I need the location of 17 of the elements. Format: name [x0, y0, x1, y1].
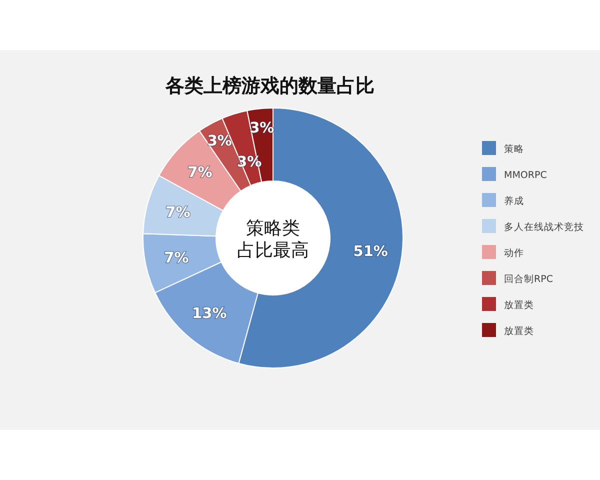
legend-label: 策略	[504, 143, 524, 155]
data-label: 13%	[192, 306, 228, 322]
legend-label: 动作	[504, 248, 524, 259]
data-label: 7%	[188, 164, 213, 181]
text: 策略类	[246, 218, 300, 239]
legend-label: MMORPC	[504, 170, 548, 181]
data-label: 51%	[353, 244, 388, 260]
legend-label: 多人在线战术竞技	[504, 221, 584, 233]
legend-label: 回合制RPC	[504, 273, 554, 285]
data-label: 7%	[164, 250, 190, 267]
legend-label: 放置类	[504, 299, 534, 311]
legend-label: 放置类	[504, 325, 534, 337]
data-label: 3%	[207, 134, 232, 150]
chart-title: 各类上榜游戏的数量占比	[164, 75, 374, 97]
legend-label: 养成	[504, 195, 524, 207]
text: 占比最高	[237, 240, 309, 261]
data-label: 7%	[166, 204, 191, 221]
